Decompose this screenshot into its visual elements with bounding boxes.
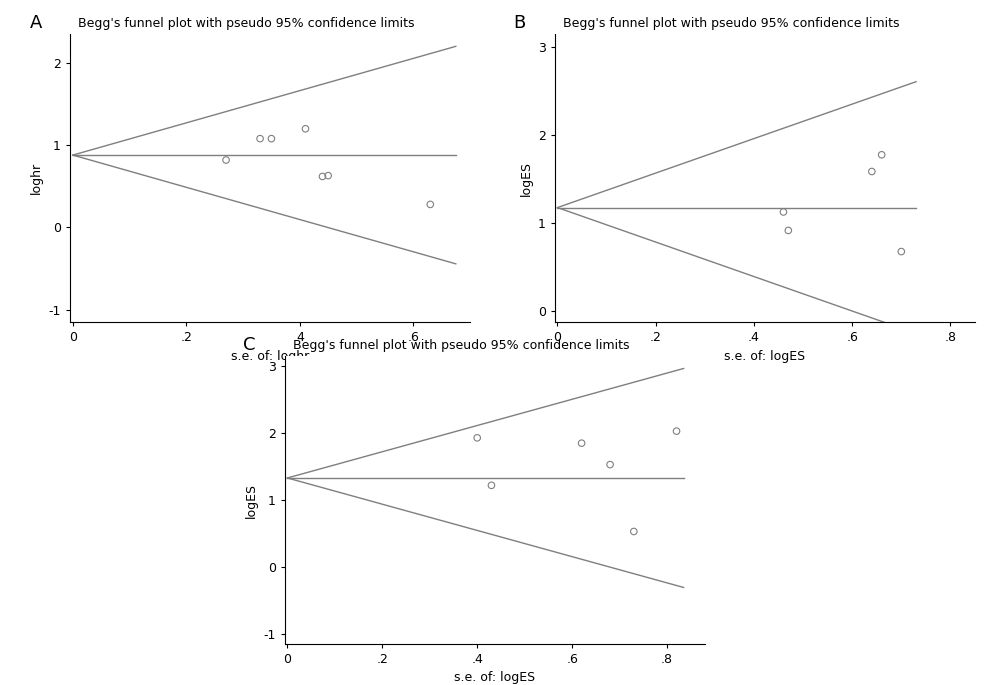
X-axis label: s.e. of: logES: s.e. of: logES <box>724 349 806 362</box>
Point <box>669 425 685 436</box>
Y-axis label: logES: logES <box>519 160 532 196</box>
Point <box>874 149 890 160</box>
Point <box>483 480 499 491</box>
X-axis label: s.e. of: logES: s.e. of: logES <box>454 671 536 684</box>
Point <box>252 133 268 144</box>
Point <box>626 526 642 537</box>
Point <box>780 225 796 236</box>
Point <box>864 166 880 177</box>
Point <box>297 123 313 134</box>
Y-axis label: loghr: loghr <box>30 162 43 194</box>
Point <box>422 199 438 210</box>
Point <box>320 170 336 181</box>
Text: C: C <box>243 336 256 354</box>
Y-axis label: logES: logES <box>245 482 258 518</box>
Text: A: A <box>30 14 42 32</box>
Point <box>574 438 590 449</box>
Point <box>893 246 909 257</box>
Text: B: B <box>513 14 525 32</box>
Point <box>469 432 485 443</box>
X-axis label: s.e. of: loghr: s.e. of: loghr <box>231 349 309 362</box>
Text: Begg's funnel plot with pseudo 95% confidence limits: Begg's funnel plot with pseudo 95% confi… <box>285 339 630 352</box>
Point <box>314 171 330 182</box>
Point <box>602 459 618 470</box>
Text: Begg's funnel plot with pseudo 95% confidence limits: Begg's funnel plot with pseudo 95% confi… <box>555 17 900 30</box>
Point <box>218 155 234 166</box>
Point <box>263 133 279 144</box>
Point <box>775 206 791 217</box>
Text: Begg's funnel plot with pseudo 95% confidence limits: Begg's funnel plot with pseudo 95% confi… <box>70 17 415 30</box>
